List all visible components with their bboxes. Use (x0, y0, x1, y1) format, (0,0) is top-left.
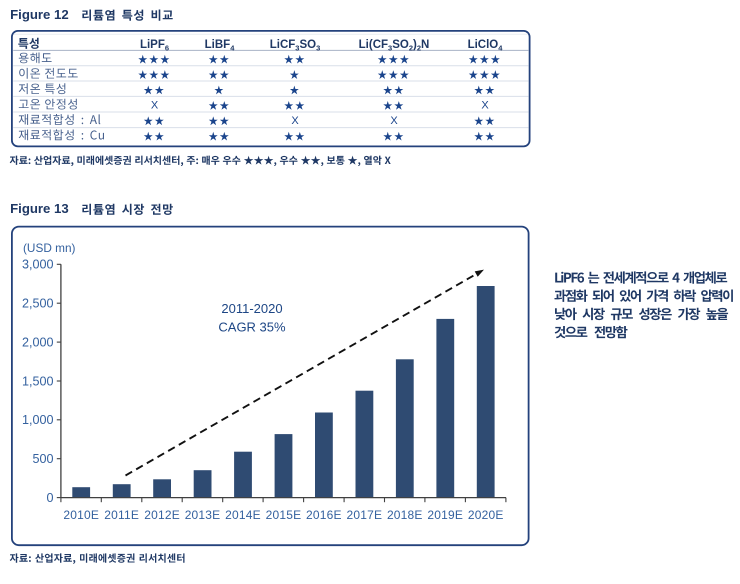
svg-text:2,000: 2,000 (22, 335, 54, 349)
svg-text:X: X (291, 115, 299, 127)
svg-text:Li(CF3SO2)2N: Li(CF3SO2)2N (359, 39, 430, 53)
svg-text:2014E: 2014E (225, 508, 261, 522)
svg-text:X: X (481, 100, 489, 112)
svg-text:Figure 12: Figure 12 (10, 7, 69, 22)
svg-text:Figure 13: Figure 13 (10, 201, 69, 216)
svg-text:2011-2020: 2011-2020 (221, 301, 282, 316)
svg-text:2010E: 2010E (63, 508, 99, 522)
svg-text:2,500: 2,500 (22, 296, 54, 310)
svg-text:2017E: 2017E (346, 508, 382, 522)
svg-text:LiClO4: LiClO4 (468, 39, 504, 53)
svg-text:2015E: 2015E (266, 508, 302, 522)
svg-text:(USD mn): (USD mn) (23, 241, 76, 255)
svg-text:2011E: 2011E (104, 508, 139, 522)
svg-text:2019E: 2019E (427, 508, 463, 522)
svg-text:1,500: 1,500 (22, 374, 54, 388)
svg-text:2018E: 2018E (387, 508, 423, 522)
svg-text:X: X (390, 115, 398, 127)
svg-text:LiBF4: LiBF4 (205, 39, 236, 53)
svg-text:2013E: 2013E (185, 508, 221, 522)
svg-text:CAGR 35%: CAGR 35% (218, 320, 286, 335)
svg-text:2012E: 2012E (144, 508, 180, 522)
svg-text:500: 500 (32, 452, 53, 466)
svg-text:2020E: 2020E (468, 508, 504, 522)
svg-text:0: 0 (46, 491, 53, 505)
svg-text:X: X (151, 100, 159, 112)
svg-text:LiPF6: LiPF6 (140, 39, 169, 53)
svg-text:2016E: 2016E (306, 508, 342, 522)
svg-text:3,000: 3,000 (22, 258, 54, 272)
svg-text:LiCF3SO3: LiCF3SO3 (270, 39, 321, 53)
svg-text:1,000: 1,000 (22, 413, 54, 427)
